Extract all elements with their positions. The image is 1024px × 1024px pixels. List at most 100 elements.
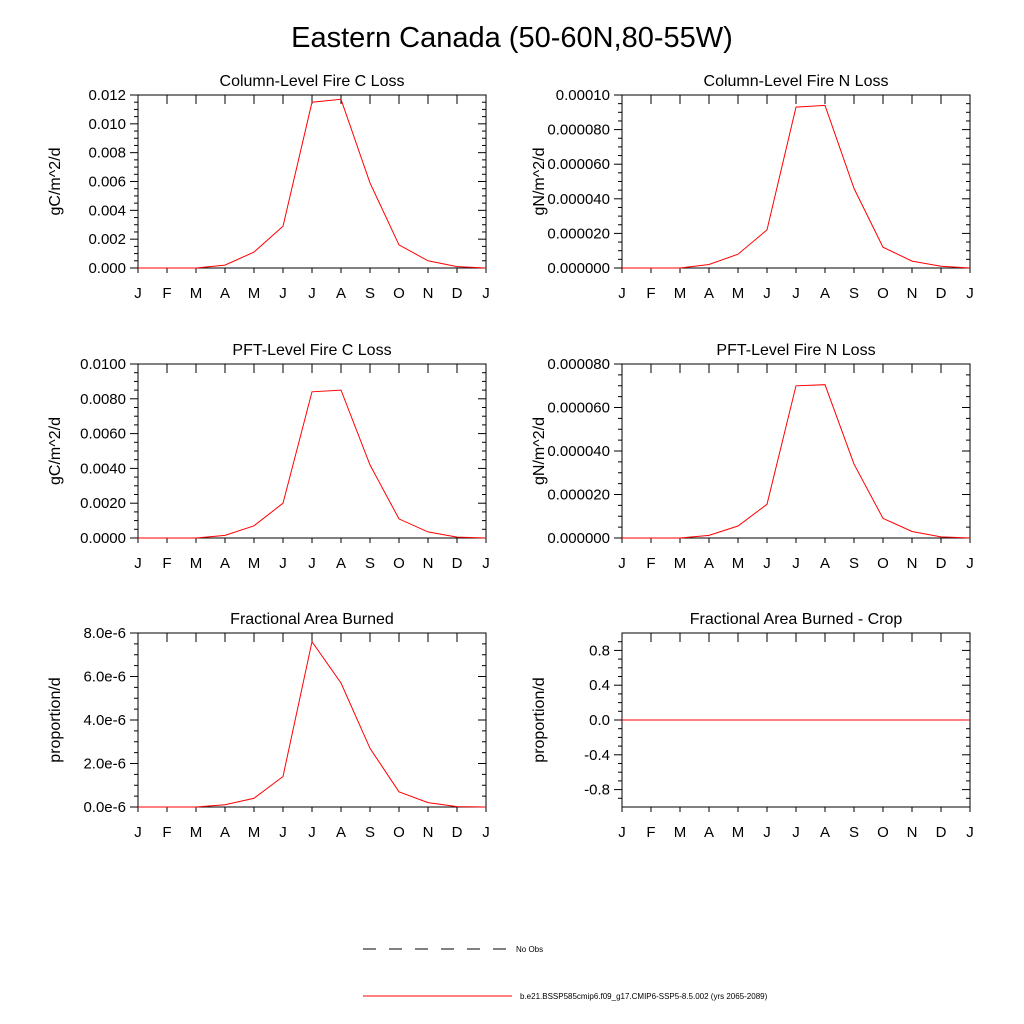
data-point	[621, 537, 622, 538]
data-point	[427, 260, 428, 261]
legend-label-1: No Obs	[516, 945, 543, 954]
y-tick-label: -0.4	[584, 747, 610, 764]
y-tick-label: 0.008	[88, 145, 126, 162]
data-point	[737, 719, 738, 720]
x-tick-label: A	[336, 824, 346, 841]
data-point	[485, 267, 486, 268]
y-tick-label: -0.8	[584, 782, 610, 799]
data-point	[708, 719, 709, 720]
data-point	[224, 265, 225, 266]
x-tick-label: A	[220, 285, 230, 302]
y-tick-label: 0.000040	[547, 443, 610, 460]
y-axis-label: gN/m^2/d	[531, 148, 548, 216]
x-tick-label: J	[279, 285, 287, 302]
data-point	[766, 504, 767, 505]
x-tick-label: J	[966, 824, 974, 841]
data-point	[969, 267, 970, 268]
x-tick-label: S	[365, 285, 375, 302]
data-point	[282, 226, 283, 227]
x-tick-label: A	[820, 555, 830, 572]
x-tick-label: M	[248, 555, 261, 572]
series-line-1	[138, 389, 487, 539]
x-tick-label: O	[877, 824, 889, 841]
data-point	[621, 719, 622, 720]
x-tick-label: M	[248, 285, 261, 302]
x-tick-label: A	[220, 555, 230, 572]
data-point	[369, 182, 370, 183]
y-tick-label: 0.000	[88, 260, 126, 277]
y-tick-label: 0.004	[88, 202, 126, 219]
x-tick-label: J	[618, 555, 626, 572]
x-tick-label: M	[732, 824, 745, 841]
data-point	[708, 264, 709, 265]
x-tick-label: J	[482, 285, 490, 302]
x-tick-label: M	[190, 285, 203, 302]
x-tick-label: A	[336, 555, 346, 572]
x-tick-label: J	[966, 555, 974, 572]
x-tick-label: S	[849, 285, 859, 302]
data-point	[311, 391, 312, 392]
data-point	[311, 102, 312, 103]
x-tick-label: A	[704, 285, 714, 302]
x-tick-label: M	[248, 824, 261, 841]
panel-title: PFT-Level Fire N Loss	[716, 342, 875, 359]
x-tick-label: A	[704, 555, 714, 572]
data-point	[166, 537, 167, 538]
x-tick-label: M	[732, 555, 745, 572]
data-point	[853, 719, 854, 720]
data-point	[369, 464, 370, 465]
data-point	[340, 682, 341, 683]
data-point	[224, 804, 225, 805]
x-tick-label: A	[820, 285, 830, 302]
data-point	[166, 267, 167, 268]
y-tick-label: 0.000080	[547, 122, 610, 139]
data-point	[456, 537, 457, 538]
x-tick-label: J	[763, 285, 771, 302]
y-tick-label: 0.0	[589, 712, 610, 729]
panel-title: Fractional Area Burned - Crop	[690, 611, 903, 628]
data-point	[795, 719, 796, 720]
x-tick-label: M	[674, 285, 687, 302]
data-point	[398, 244, 399, 245]
data-point	[621, 267, 622, 268]
data-point	[911, 531, 912, 532]
x-tick-label: F	[646, 285, 655, 302]
plot-frame	[621, 363, 971, 539]
x-tick-label: J	[763, 555, 771, 572]
series-line-1	[622, 104, 971, 269]
data-point	[940, 719, 941, 720]
y-tick-label: 0.002	[88, 231, 126, 248]
series-line-1	[138, 98, 487, 269]
data-point	[369, 748, 370, 749]
data-point	[195, 537, 196, 538]
x-tick-label: S	[365, 824, 375, 841]
data-point	[911, 719, 912, 720]
y-tick-label: 0.000020	[547, 225, 610, 242]
data-point	[737, 254, 738, 255]
y-tick-label: 0.012	[88, 87, 126, 104]
data-point	[137, 267, 138, 268]
data-point	[650, 719, 651, 720]
data-point	[940, 536, 941, 537]
x-tick-label: O	[393, 555, 405, 572]
data-point	[253, 525, 254, 526]
data-point	[766, 229, 767, 230]
legend-label-2: b.e21.BSSP585cmip6.f09_g17.CMIP6-SSP5-8.…	[520, 992, 768, 1001]
data-point	[166, 806, 167, 807]
y-tick-label: 0.000060	[547, 400, 610, 417]
data-point	[650, 537, 651, 538]
figure-title: Eastern Canada (50-60N,80-55W)	[291, 22, 733, 54]
x-tick-label: N	[423, 824, 434, 841]
data-point	[485, 806, 486, 807]
x-tick-label: F	[646, 555, 655, 572]
x-tick-label: O	[877, 555, 889, 572]
y-tick-label: 0.000020	[547, 487, 610, 504]
x-tick-label: J	[134, 285, 142, 302]
legend: No Obs b.e21.BSSP585cmip6.f09_g17.CMIP6-S…	[363, 945, 768, 1001]
panel-title: Column-Level Fire N Loss	[704, 73, 889, 90]
y-axis-label: proportion/d	[531, 677, 548, 762]
x-tick-label: M	[190, 555, 203, 572]
